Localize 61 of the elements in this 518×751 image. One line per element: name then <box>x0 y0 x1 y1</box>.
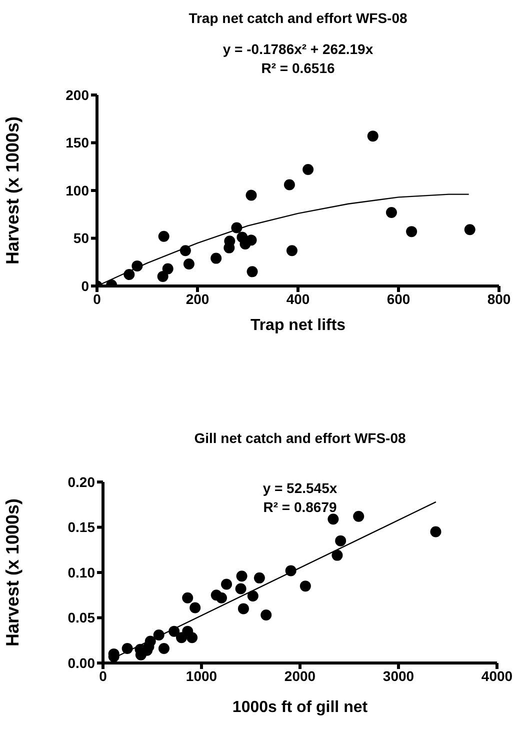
point <box>353 510 364 522</box>
point <box>300 580 311 592</box>
x-tick-label: 1000 <box>186 668 218 684</box>
x-axis-title: Trap net lifts <box>250 317 346 334</box>
x-tick-label: 2000 <box>284 668 316 684</box>
point <box>236 570 248 582</box>
x-axis-title: 1000s ft of gill net <box>232 699 368 716</box>
point <box>246 190 257 201</box>
point <box>183 258 194 270</box>
text: R² = 0.6516 <box>261 59 335 78</box>
y-tick-label: 0.05 <box>68 610 96 626</box>
point <box>367 130 378 142</box>
point <box>286 245 298 256</box>
point <box>182 592 194 604</box>
point <box>216 592 227 604</box>
y-tick-label: 150 <box>66 134 90 151</box>
x-tick-label: 200 <box>186 290 210 307</box>
y-axis-title: Harvest (x 1000s) <box>2 498 22 647</box>
point <box>328 514 339 525</box>
chart-title: Trap net catch and effort WFS-08 <box>188 10 408 26</box>
point <box>302 164 314 175</box>
y-tick-label: 0.15 <box>68 519 96 536</box>
point <box>335 535 346 546</box>
x-tick-label: 400 <box>286 290 310 307</box>
point <box>406 226 418 238</box>
y-tick-label: 0.20 <box>68 474 96 490</box>
x-tick-label: 0 <box>99 668 108 684</box>
y-axis-title: Harvest (x 1000s) <box>2 116 22 265</box>
chart-title: Gill net catch and effort WFS-08 <box>194 430 406 446</box>
x-tick-label: 800 <box>487 290 511 307</box>
point <box>162 263 174 274</box>
point <box>386 206 397 218</box>
point <box>157 270 168 282</box>
point <box>284 179 295 190</box>
y-tick-label: 200 <box>66 86 90 103</box>
annotation: y = 52.545x <box>262 479 338 498</box>
point <box>430 526 442 538</box>
point <box>246 266 258 278</box>
x-tick-label: 3000 <box>382 668 414 684</box>
text: y = -0.1786x² + 262.19x <box>222 40 374 59</box>
point <box>158 230 170 242</box>
point <box>235 583 246 594</box>
y-tick-label: 0.00 <box>68 654 96 671</box>
point <box>186 632 198 644</box>
point <box>464 224 476 236</box>
point <box>254 572 265 584</box>
x-tick-label: 4000 <box>481 668 513 684</box>
point <box>332 550 343 561</box>
point <box>238 603 249 614</box>
y-tick-label: 50 <box>73 230 90 246</box>
y-tick-label: 0 <box>81 278 90 294</box>
y-tick-label: 100 <box>66 182 90 198</box>
x-tick-label: 600 <box>386 290 410 307</box>
point <box>190 602 201 614</box>
point <box>260 610 272 621</box>
point <box>247 590 258 602</box>
y-tick-label: 0.10 <box>68 564 96 580</box>
point <box>221 578 232 590</box>
point <box>210 252 222 264</box>
point <box>158 643 170 654</box>
annotation: R² = 0.8679 <box>263 498 337 517</box>
